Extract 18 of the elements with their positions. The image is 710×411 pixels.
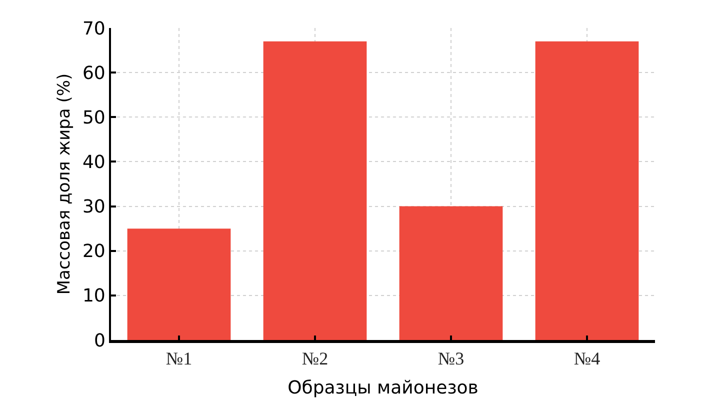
y-tick-label: 70 [82, 18, 106, 40]
x-axis-title: Образцы майонезов [288, 377, 478, 398]
y-tick-label: 40 [82, 152, 106, 174]
y-tick-label: 0 [94, 330, 106, 352]
y-tick-label: 20 [82, 241, 106, 262]
x-tick-label: №2 [302, 348, 328, 368]
x-tick-label: №4 [574, 348, 600, 368]
y-tick-label: 60 [82, 62, 106, 84]
y-tick-label: 10 [82, 286, 106, 307]
bar [399, 206, 503, 340]
y-tick-label: 50 [82, 107, 106, 128]
y-tick-label: 30 [82, 196, 106, 218]
y-axis-title: Массовая доля жира (%) [54, 73, 75, 295]
bar [535, 41, 639, 340]
x-tick-label: №3 [438, 348, 464, 368]
bar [263, 41, 367, 340]
bar [127, 228, 231, 340]
x-tick-label: №1 [166, 348, 192, 368]
